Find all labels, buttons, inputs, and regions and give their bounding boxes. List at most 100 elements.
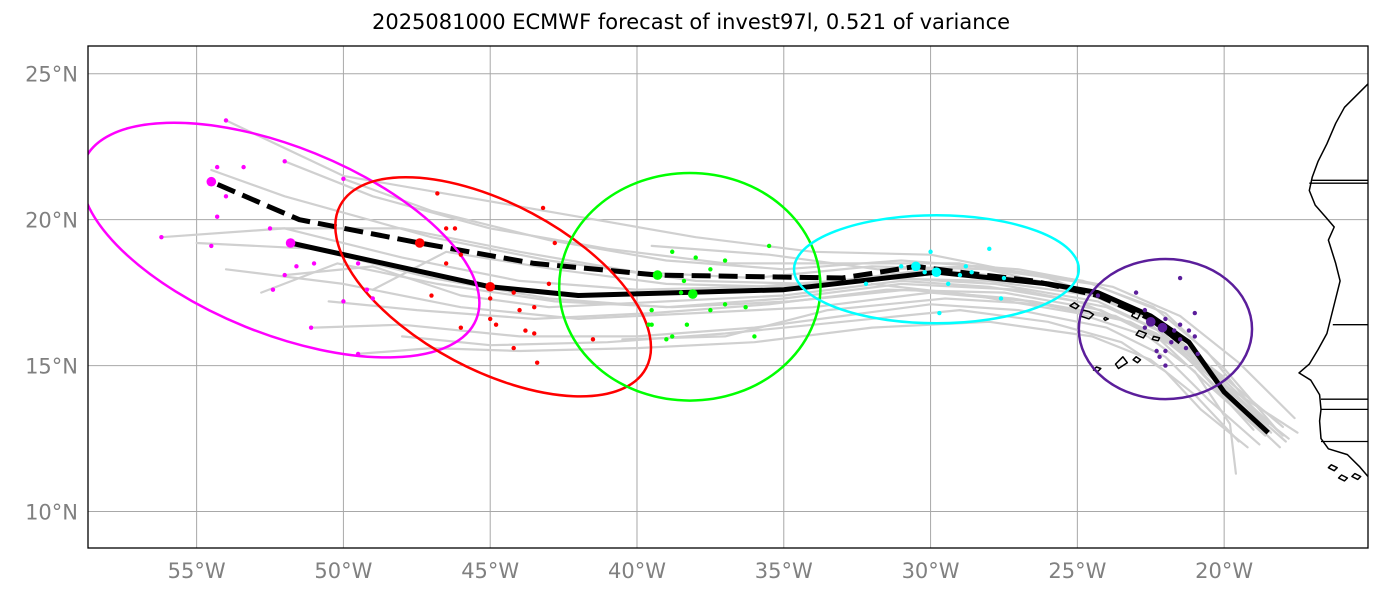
ensemble-point-magenta [241, 164, 246, 170]
ensemble-point-green [743, 305, 748, 310]
ensemble-point-cyan [937, 310, 942, 316]
ensemble-track [650, 244, 1258, 414]
ensemble-point-cyan [998, 296, 1004, 301]
uncertainty-ellipse-green [557, 171, 822, 402]
island-outline [1327, 464, 1338, 472]
y-tick-label: 10°N [25, 501, 78, 525]
mean-marker-magenta [285, 238, 296, 248]
ensemble-point-purple [1163, 363, 1168, 368]
ensemble-point-green [708, 307, 713, 313]
ensemble-point-red [523, 328, 528, 333]
ensemble-point-magenta [214, 164, 220, 170]
ensemble-point-magenta [282, 159, 287, 164]
x-tick-label: 45°W [461, 559, 519, 583]
uncertainty-ellipse-cyan [792, 214, 1081, 325]
x-tick-label: 35°W [755, 559, 813, 583]
y-tick-label: 15°N [25, 355, 78, 379]
ensemble-point-purple [1163, 316, 1168, 322]
island-outline [1069, 302, 1080, 310]
ensemble-point-cyan [957, 272, 963, 278]
ensemble-point-cyan [1001, 275, 1007, 281]
ensemble-point-red [435, 191, 440, 196]
island-outline [1114, 356, 1129, 370]
ensemble-point-red [532, 305, 537, 310]
ensemble-point-red [493, 322, 499, 327]
ensemble-point-red [511, 290, 516, 295]
island-outline [1135, 329, 1148, 339]
ensemble-point-green [766, 243, 772, 249]
ensemble-track [313, 303, 1261, 446]
x-tick-label: 55°W [168, 559, 226, 583]
plot-area [88, 83, 1368, 482]
island-outline [1351, 472, 1362, 481]
y-tick-label: 25°N [25, 63, 78, 87]
ensemble-point-purple [1192, 334, 1197, 339]
ensemble-point-cyan [928, 249, 933, 254]
ensemble-point-purple [1095, 293, 1101, 298]
mean-track-solid [290, 240, 1270, 435]
ensemble-point-magenta [270, 287, 276, 292]
ensemble-track [224, 119, 1255, 431]
ensemble-point-green [722, 302, 728, 307]
ensemble-point-cyan [863, 281, 869, 287]
ensemble-point-purple [1177, 275, 1183, 281]
chart-title: 2025081000 ECMWF forecast of invest97l, … [371, 10, 1011, 34]
ensemble-point-red [429, 293, 434, 298]
mean-marker-cyan [931, 267, 942, 277]
island-outline [1337, 474, 1349, 482]
ensemble-point-red [517, 307, 522, 313]
ensemble-point-green [708, 267, 713, 272]
ensemble-point-magenta [311, 261, 317, 266]
ensemble-point-purple [1169, 340, 1174, 345]
ensemble-point-magenta [223, 194, 229, 199]
ensemble-point-purple [1133, 290, 1139, 295]
ensemble-point-cyan [899, 264, 904, 269]
mean-marker-green [687, 289, 698, 299]
mean-marker-purple [1145, 317, 1156, 327]
ensemble-point-green [722, 258, 728, 263]
ensemble-point-cyan [922, 269, 927, 275]
ensemble-point-red [590, 337, 596, 342]
ensemble-point-green [646, 322, 651, 327]
uncertainty-ellipse-purple [1077, 257, 1254, 401]
ensemble-point-red [458, 252, 464, 257]
ensemble-point-red [488, 316, 493, 322]
ensemble-point-red [443, 261, 449, 266]
ensemble-track [327, 288, 1267, 437]
island-outline [1103, 316, 1109, 322]
ensemble-point-magenta [308, 325, 314, 330]
ensemble-point-purple [1142, 325, 1148, 330]
gridlines [88, 46, 1368, 548]
ensemble-point-purple [1195, 351, 1200, 357]
ensemble-point-magenta [341, 176, 346, 181]
ensemble-point-magenta [341, 299, 346, 304]
ensemble-point-magenta [364, 287, 370, 292]
x-tick-label: 30°W [902, 559, 960, 583]
ensemble-track [268, 227, 1279, 431]
plot-frame [87, 45, 1369, 549]
ensemble-point-red [443, 226, 449, 231]
ensemble-point-cyan [963, 264, 968, 269]
ensemble-point-green [681, 278, 687, 284]
mean-marker-purple [1157, 322, 1168, 333]
ensemble-point-red [511, 345, 516, 351]
uncertainty-ellipse-magenta [88, 121, 481, 359]
x-tick-label: 25°W [1048, 559, 1106, 583]
mean-marker-red [485, 281, 496, 292]
ensemble-point-magenta [214, 214, 220, 219]
ensemble-point-purple [1186, 328, 1192, 333]
ensemble-point-green [670, 334, 675, 339]
ensemble-point-purple [1183, 345, 1189, 351]
ensemble-point-purple [1177, 322, 1183, 327]
ensemble-point-red [534, 360, 540, 365]
ensemble-point-green [664, 337, 669, 342]
ensemble-point-magenta [159, 234, 164, 240]
mean-marker-cyan [911, 261, 921, 272]
ensemble-point-red [488, 296, 493, 301]
ensemble-point-cyan [987, 246, 992, 252]
y-tick-label: 20°N [25, 209, 78, 233]
ensemble-point-purple [1172, 328, 1177, 333]
ensemble-point-green [693, 255, 698, 260]
coastline [1298, 83, 1368, 477]
